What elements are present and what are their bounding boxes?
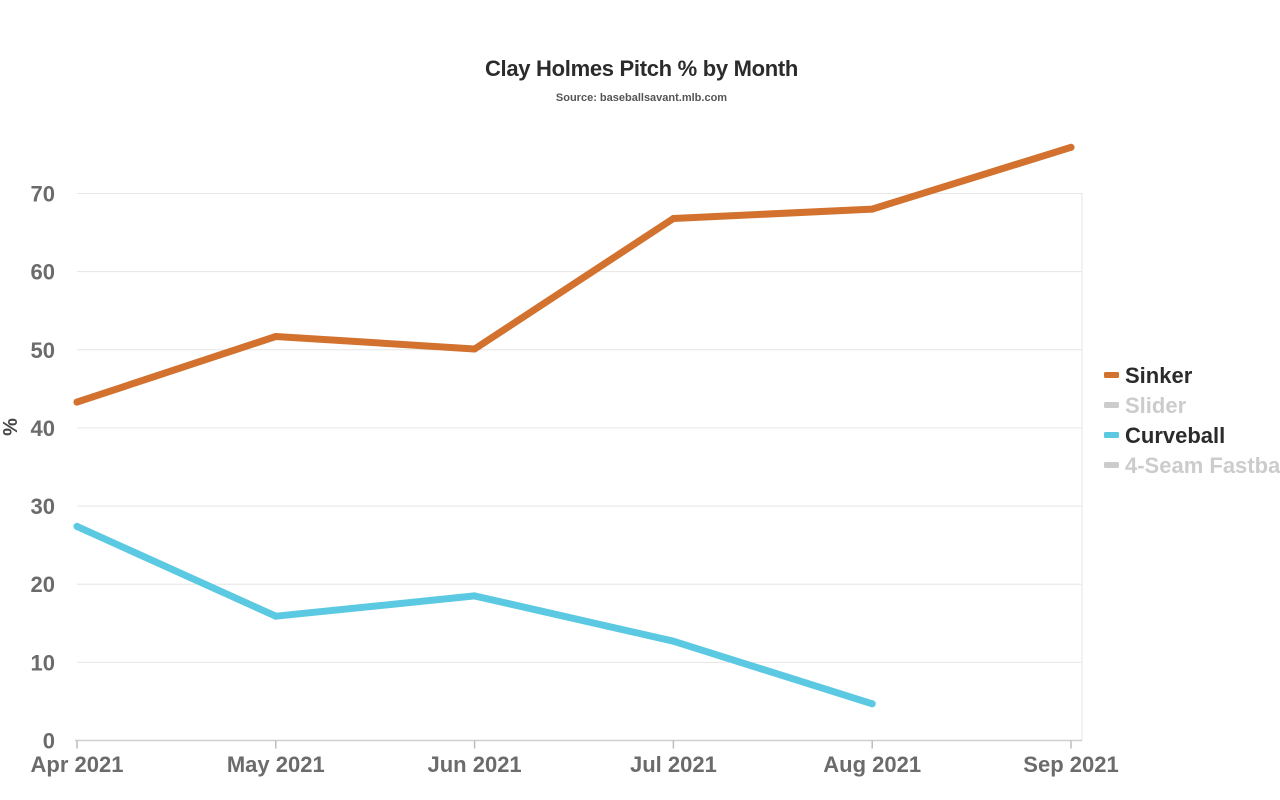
y-tick-label-10: 10 bbox=[31, 650, 55, 675]
y-tick-label-70: 70 bbox=[31, 181, 55, 206]
data-point-sinker-0 bbox=[73, 398, 81, 406]
series-line-sinker bbox=[73, 143, 1075, 406]
data-point-sinker-1 bbox=[272, 332, 280, 340]
x-tick-label-3: Jul 2021 bbox=[630, 752, 717, 777]
data-point-sinker-5 bbox=[1067, 143, 1075, 151]
y-tick-label-20: 20 bbox=[31, 572, 55, 597]
series-line-curveball bbox=[73, 522, 876, 708]
legend-swatch-4-seam-fastbal[interactable] bbox=[1104, 462, 1119, 468]
y-axis-label: % bbox=[0, 418, 22, 436]
legend-item-curveball[interactable]: Curveball bbox=[1125, 423, 1225, 448]
data-point-curveball-0 bbox=[73, 522, 81, 530]
data-point-curveball-2 bbox=[471, 592, 479, 600]
y-tick-label-60: 60 bbox=[31, 260, 55, 285]
x-tick-label-4: Aug 2021 bbox=[823, 752, 921, 777]
legend-item-slider[interactable]: Slider bbox=[1125, 393, 1187, 418]
x-tick-label-2: Jun 2021 bbox=[428, 752, 522, 777]
legend-swatch-slider[interactable] bbox=[1104, 402, 1119, 408]
chart-title: Clay Holmes Pitch % by Month bbox=[484, 56, 799, 81]
y-tick-label-0: 0 bbox=[43, 729, 55, 754]
y-tick-label-30: 30 bbox=[31, 494, 55, 519]
legend-item-4-seam-fastbal[interactable]: 4-Seam Fastbal bbox=[1125, 453, 1280, 478]
data-point-sinker-2 bbox=[471, 345, 479, 353]
chart-subtitle: Source: baseballsavant.mlb.com bbox=[555, 92, 728, 104]
legend-swatch-sinker[interactable] bbox=[1104, 372, 1119, 378]
legend-swatch-curveball[interactable] bbox=[1104, 432, 1119, 438]
data-point-curveball-1 bbox=[272, 612, 280, 620]
x-tick-label-5: Sep 2021 bbox=[1023, 752, 1118, 777]
data-point-curveball-4 bbox=[868, 700, 876, 708]
y-tick-label-50: 50 bbox=[31, 338, 55, 363]
data-point-sinker-4 bbox=[868, 205, 876, 213]
data-point-curveball-3 bbox=[669, 637, 677, 645]
legend-item-sinker[interactable]: Sinker bbox=[1125, 363, 1193, 388]
x-tick-label-1: May 2021 bbox=[227, 752, 325, 777]
y-tick-label-40: 40 bbox=[31, 416, 55, 441]
data-point-sinker-3 bbox=[669, 214, 677, 222]
x-tick-label-0: Apr 2021 bbox=[31, 752, 124, 777]
